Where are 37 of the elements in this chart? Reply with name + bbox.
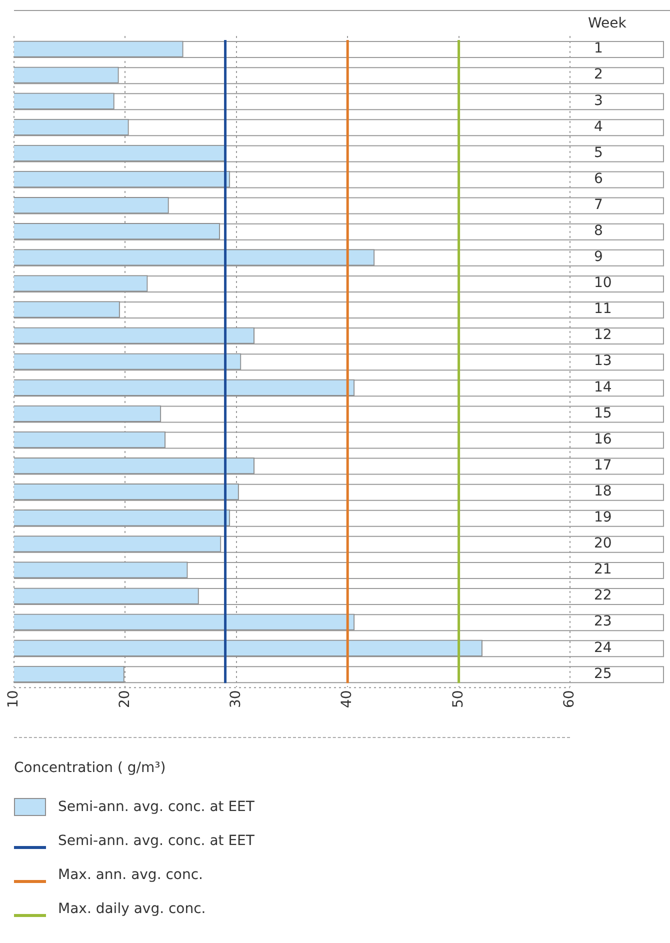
y-tick-label: 2 (594, 66, 603, 83)
y-tick-label: 9 (594, 249, 603, 266)
y-tick-label: 25 (594, 666, 612, 682)
y-tick-label: 1 (594, 40, 603, 57)
x-tick-label: 30 (228, 690, 244, 708)
legend-label: Semi-ann. avg. conc. at EET (58, 833, 254, 849)
y-tick-label: 16 (594, 431, 612, 448)
y-tick-label: 13 (594, 353, 612, 370)
y-tick-label: 5 (594, 144, 603, 161)
y-tick-label: 14 (594, 379, 612, 396)
y-tick-label: 18 (594, 483, 612, 500)
y-tick-label: 19 (594, 510, 612, 526)
legend-label: Semi-ann. avg. conc. at EET (58, 799, 254, 815)
y-tick-label: 23 (594, 614, 612, 630)
y-axis-title: Week (588, 16, 628, 32)
y-tick-label: 20 (594, 536, 612, 552)
y-tick-label: 15 (594, 405, 612, 422)
y-tick-label: 4 (594, 118, 603, 135)
y-tick-label: 24 (594, 640, 612, 656)
y-tick-label: 22 (594, 588, 612, 604)
y-tick-label: 6 (594, 170, 603, 187)
y-tick-label: 8 (594, 222, 603, 239)
y-tick-label: 21 (594, 562, 612, 578)
y-tick-label: 17 (594, 457, 612, 474)
x-axis-title: Concentration ( g/m³) (14, 760, 167, 776)
y-tick-label: 11 (594, 301, 612, 318)
y-tick-label: 10 (594, 275, 612, 292)
x-tick-label: 10 (6, 690, 22, 708)
x-tick-label: 40 (339, 690, 356, 708)
x-tick-label: 50 (450, 690, 466, 708)
legend-label: Max. ann. avg. conc. (58, 867, 204, 883)
y-tick-label: 7 (594, 196, 603, 213)
y-tick-label: 3 (594, 92, 603, 109)
y-tick-label: 12 (594, 327, 612, 344)
legend-label: Max. daily avg. conc. (58, 901, 206, 917)
x-tick-label: 20 (116, 690, 133, 708)
x-tick-label: 60 (562, 690, 578, 708)
